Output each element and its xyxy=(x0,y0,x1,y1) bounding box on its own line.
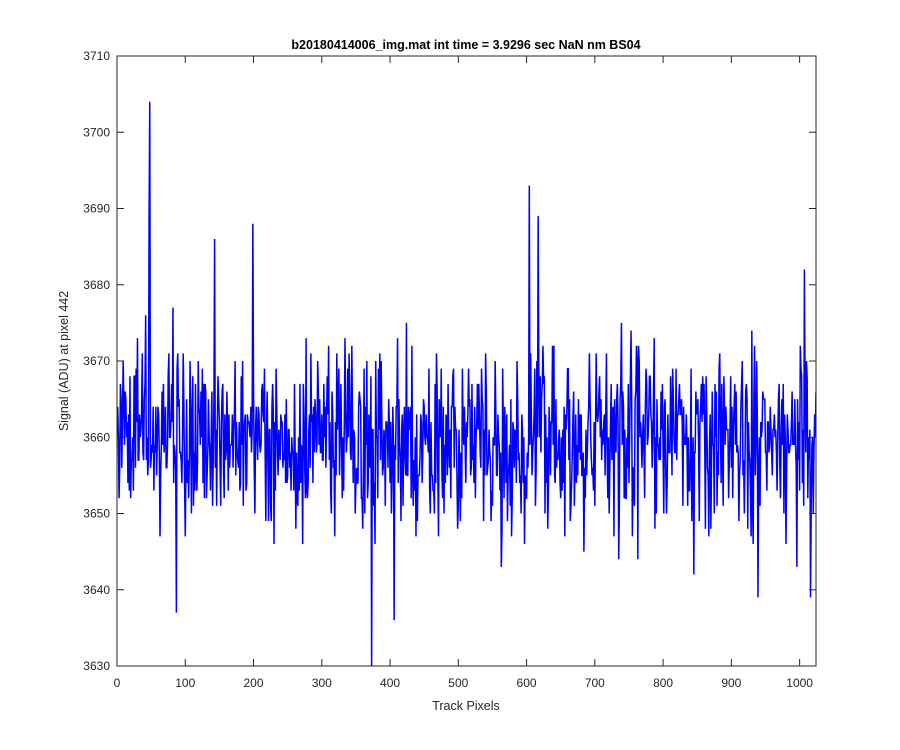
y-tick-label: 3630 xyxy=(83,659,110,673)
y-tick-label: 3700 xyxy=(83,125,110,139)
y-tick-label: 3670 xyxy=(83,354,110,368)
x-tick-label: 0 xyxy=(114,676,121,690)
x-tick-label: 1000 xyxy=(786,676,813,690)
x-tick-label: 300 xyxy=(312,676,332,690)
axes-background xyxy=(117,56,816,666)
y-tick-label: 3710 xyxy=(83,49,110,63)
y-tick-label: 3690 xyxy=(83,202,110,216)
x-tick-label: 600 xyxy=(517,676,537,690)
series-line xyxy=(117,101,816,666)
x-tick-label: 700 xyxy=(585,676,605,690)
y-tick-label: 3640 xyxy=(83,583,110,597)
plot-area xyxy=(116,55,817,667)
x-tick-label: 800 xyxy=(653,676,673,690)
x-axis: 0 100 200 300 400 500 600 700 800 900 1000 xyxy=(114,56,813,690)
y-tick-label: 3650 xyxy=(83,507,110,521)
y-tick-label: 3660 xyxy=(83,430,110,444)
x-tick-label: 400 xyxy=(380,676,400,690)
x-tick-label: 500 xyxy=(448,676,468,690)
x-tick-label: 200 xyxy=(244,676,264,690)
y-axis: 3630 3640 3650 3660 3670 3680 3690 3700 3710 xyxy=(83,49,816,673)
x-tick-label: 900 xyxy=(721,676,741,690)
chart-title: b20180414006_img.mat int time = 3.9296 s… xyxy=(291,38,640,52)
x-axis-label: Track Pixels xyxy=(432,699,500,713)
y-tick-label: 3680 xyxy=(83,278,110,292)
x-tick-label: 100 xyxy=(175,676,195,690)
y-axis-label: Signal (ADU) at pixel 442 xyxy=(57,291,71,431)
